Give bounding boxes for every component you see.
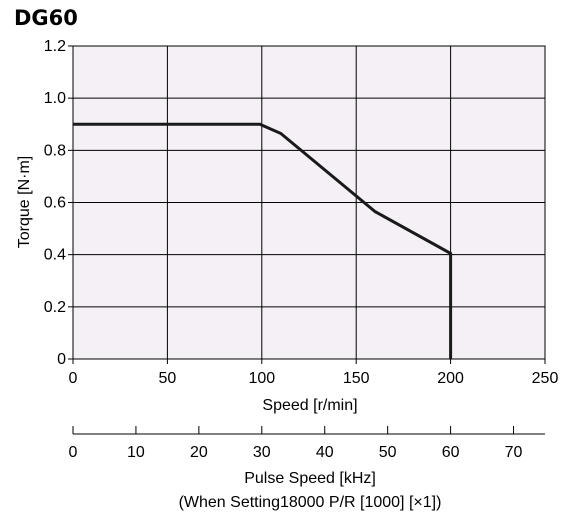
y-tick-label: 0.6 — [44, 195, 66, 212]
secondary-tick-label: 60 — [442, 444, 460, 461]
y-tick-label: 1.0 — [44, 90, 66, 107]
secondary-axis-sublabel: (When Setting18000 P/R [1000] [×1]) — [179, 494, 442, 511]
secondary-tick-label: 40 — [316, 444, 334, 461]
secondary-tick-label: 50 — [379, 444, 397, 461]
x-tick-label: 50 — [159, 370, 177, 387]
x-tick-label: 0 — [69, 370, 78, 387]
y-tick-label: 0.4 — [44, 247, 66, 264]
x-axis-label: Speed [r/min] — [262, 397, 357, 414]
y-tick-label: 0.8 — [44, 142, 66, 159]
x-tick-label: 200 — [437, 370, 464, 387]
secondary-tick-label: 20 — [190, 444, 208, 461]
y-axis-label: Torque [N·m] — [16, 156, 33, 248]
secondary-tick-label: 30 — [253, 444, 271, 461]
y-tick-label: 0.2 — [44, 299, 66, 316]
secondary-tick-label: 10 — [127, 444, 145, 461]
secondary-tick-label: 70 — [505, 444, 523, 461]
x-tick-label: 250 — [532, 370, 559, 387]
secondary-axis-label: Pulse Speed [kHz] — [244, 470, 376, 487]
series-line — [73, 122, 453, 359]
x-axis-ticks: 0 50 100 150 200 250 — [69, 359, 559, 387]
secondary-axis-ticks: 0 10 20 30 40 50 60 70 — [69, 426, 523, 461]
y-tick-label: 1.2 — [44, 38, 66, 55]
y-axis-ticks: 0 0.2 0.4 0.6 0.8 1.0 1.2 — [44, 38, 73, 368]
secondary-tick-label: 0 — [69, 444, 78, 461]
y-tick-label: 0 — [57, 351, 66, 368]
x-tick-label: 100 — [248, 370, 275, 387]
series-group — [73, 122, 453, 359]
x-tick-label: 150 — [343, 370, 370, 387]
chart-title: DG60 — [14, 6, 78, 30]
grid-lines — [73, 46, 545, 359]
